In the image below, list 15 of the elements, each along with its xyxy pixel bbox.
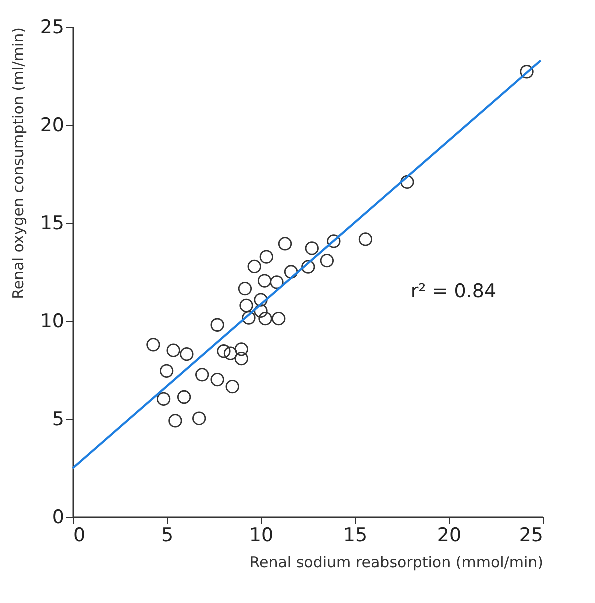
x-tick-label: 5 [161,524,174,546]
y-tick-label: 15 [40,212,64,234]
annotation: r² = 0.84 [410,280,497,303]
x-tick-label: 20 [437,524,462,546]
x-tick-label: 0 [74,524,86,546]
y-tick-label: 10 [40,310,64,332]
y-tick-label: 25 [40,16,64,38]
x-axis-title: Renal sodium reabsorption (mmol/min) [250,554,544,572]
y-tick-label: 20 [40,114,64,136]
x-tick-label: 10 [249,524,274,546]
x-tick-label: 15 [343,524,368,546]
y-tick-label: 0 [52,506,64,528]
y-axis-title: Renal oxygen consumption (ml/min) [9,28,28,300]
x-tick-label: 25 [519,524,544,546]
y-tick-label: 5 [52,408,64,430]
